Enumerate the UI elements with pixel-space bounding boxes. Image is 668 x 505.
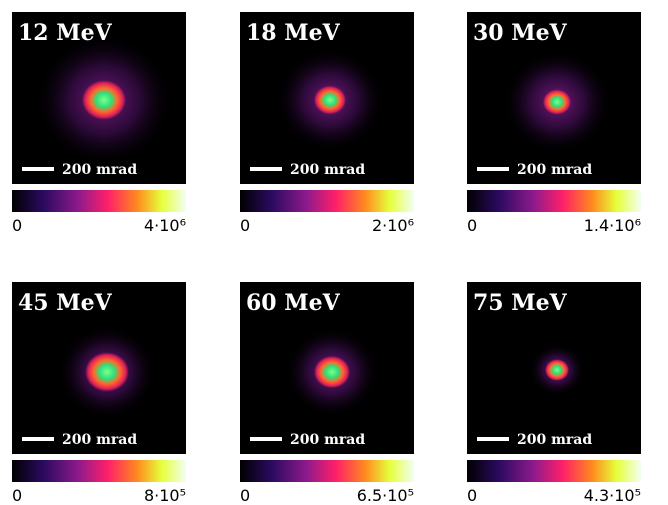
colorbar-min: 0 bbox=[467, 486, 477, 505]
scale-bar bbox=[22, 437, 54, 441]
colorbar bbox=[12, 460, 186, 482]
panel: 75 MeV 200 mrad 0 4.3·10⁵ bbox=[467, 282, 641, 505]
colorbar-min: 0 bbox=[240, 486, 250, 505]
colorbar-min: 0 bbox=[467, 216, 477, 235]
panel: 18 MeV 200 mrad 0 2·10⁶ bbox=[240, 12, 414, 235]
panel: 12 MeV 200 mrad 0 4·10⁶ bbox=[12, 12, 186, 235]
scale-bar-label: 200 mrad bbox=[290, 162, 365, 178]
colorbar bbox=[240, 190, 414, 212]
panel-title: 12 MeV bbox=[18, 20, 113, 46]
scale-bar bbox=[250, 437, 282, 441]
scale-bar bbox=[477, 167, 509, 171]
colorbar-max: 8·10⁵ bbox=[144, 486, 186, 505]
colorbar bbox=[467, 460, 641, 482]
colorbar-min: 0 bbox=[240, 216, 250, 235]
scale-bar-label: 200 mrad bbox=[517, 162, 592, 178]
colorbar-max: 4.3·10⁵ bbox=[584, 486, 641, 505]
colorbar-min: 0 bbox=[12, 486, 22, 505]
scale-bar-label: 200 mrad bbox=[62, 162, 137, 178]
beam-core bbox=[85, 352, 129, 392]
colorbar bbox=[467, 190, 641, 212]
colorbar-max: 4·10⁶ bbox=[144, 216, 186, 235]
scale-bar-label: 200 mrad bbox=[62, 432, 137, 448]
colorbar-max: 6.5·10⁵ bbox=[357, 486, 414, 505]
panel: 45 MeV 200 mrad 0 8·10⁵ bbox=[12, 282, 186, 505]
panel: 30 MeV 200 mrad 0 1.4·10⁶ bbox=[467, 12, 641, 235]
panel-title: 60 MeV bbox=[246, 290, 341, 316]
colorbar bbox=[12, 190, 186, 212]
panel-title: 45 MeV bbox=[18, 290, 113, 316]
colorbar-min: 0 bbox=[12, 216, 22, 235]
colorbar-max: 2·10⁶ bbox=[372, 216, 414, 235]
beam-core bbox=[545, 359, 569, 381]
panel-title: 30 MeV bbox=[473, 20, 568, 46]
beam-core bbox=[314, 355, 350, 389]
colorbar-max: 1.4·10⁶ bbox=[584, 216, 641, 235]
panel: 60 MeV 200 mrad 0 6.5·10⁵ bbox=[240, 282, 414, 505]
scale-bar-label: 200 mrad bbox=[517, 432, 592, 448]
scale-bar bbox=[22, 167, 54, 171]
panel-title: 18 MeV bbox=[246, 20, 341, 46]
beam-core bbox=[314, 85, 346, 115]
scale-bar-label: 200 mrad bbox=[290, 432, 365, 448]
beam-core bbox=[543, 89, 571, 115]
beam-core bbox=[82, 80, 126, 120]
scale-bar bbox=[250, 167, 282, 171]
scale-bar bbox=[477, 437, 509, 441]
panel-title: 75 MeV bbox=[473, 290, 568, 316]
colorbar bbox=[240, 460, 414, 482]
